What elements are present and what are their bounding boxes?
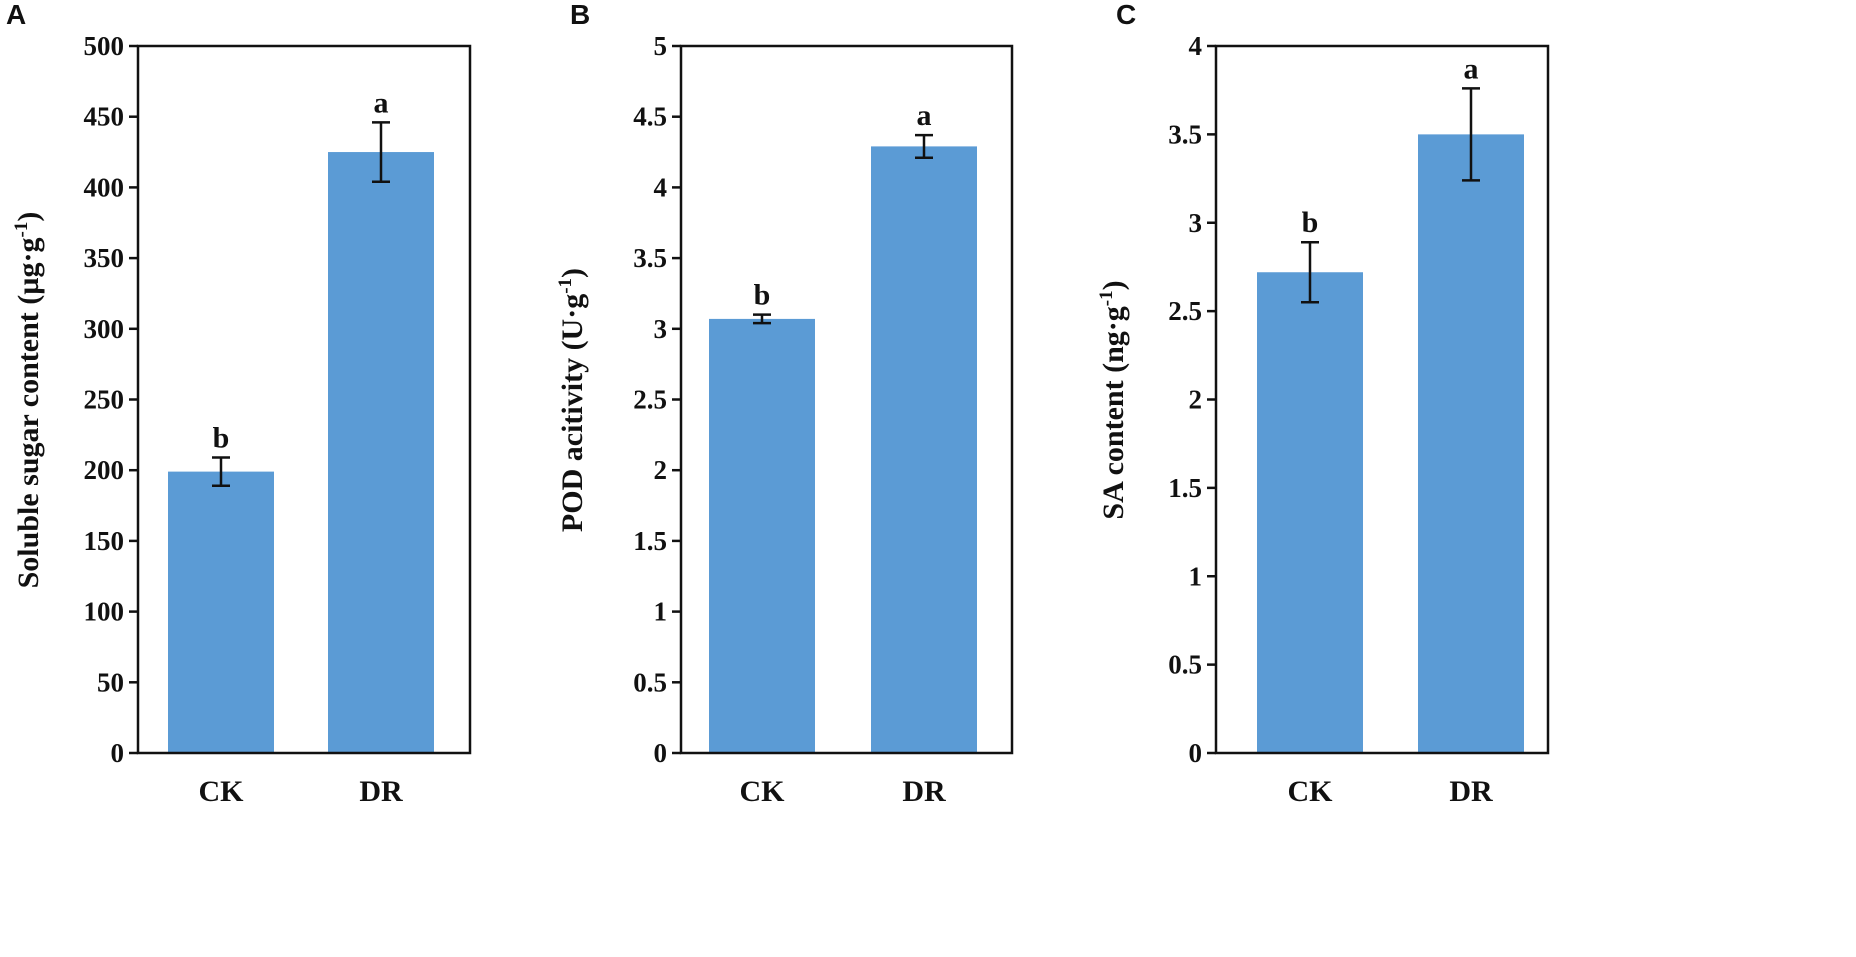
y-tick-label: 2.5 <box>1168 296 1202 326</box>
y-tick-label: 4 <box>654 172 668 202</box>
y-tick-label: 350 <box>84 243 125 273</box>
significance-label: b <box>213 421 230 454</box>
y-tick-label: 0 <box>1189 738 1203 768</box>
panel-b: B POD acitivity (U·g-1) b a 0 0.5 1 1.5 2 2.5 3 3… <box>555 0 1014 808</box>
y-tick-label: 2 <box>654 455 668 485</box>
y-tick-label: 300 <box>84 314 125 344</box>
y-tick-label: 3.5 <box>1168 119 1202 149</box>
significance-label: b <box>754 279 771 312</box>
y-tick-label: 250 <box>84 385 125 415</box>
panel-c: C SA content (ng·g-1) b a 0 0.5 1 1.5 2 2.5 3 3.5… <box>1096 0 1550 808</box>
panel-letter-b: B <box>570 0 590 30</box>
y-tick-label: 500 <box>84 31 125 61</box>
x-category-label: CK <box>1288 775 1334 808</box>
y-axis-title-c: SA content (ng·g-1) <box>1096 280 1130 519</box>
x-category-label: DR <box>359 775 403 808</box>
bar-dr <box>328 152 434 754</box>
significance-label: a <box>1464 52 1479 85</box>
bar-ck <box>168 471 274 753</box>
panel-a: A Soluble sugar content (µg·g-1) b a 0 50 10… <box>6 0 472 808</box>
y-tick-label: 4 <box>1189 31 1203 61</box>
bar-dr <box>1418 134 1524 753</box>
y-tick-label: 0 <box>111 738 125 768</box>
y-tick-label: 4.5 <box>633 102 667 132</box>
x-category-label: DR <box>902 775 946 808</box>
y-tick-label: 5 <box>654 31 668 61</box>
y-tick-label: 3.5 <box>633 243 667 273</box>
bar-ck <box>709 318 815 753</box>
y-axis-title-b: POD acitivity (U·g-1) <box>555 268 589 532</box>
x-category-label: DR <box>1449 775 1493 808</box>
y-tick-label: 1 <box>1189 561 1203 591</box>
panel-letter-a: A <box>6 0 26 30</box>
y-tick-label: 0 <box>654 738 668 768</box>
y-tick-label: 200 <box>84 455 125 485</box>
y-tick-label: 450 <box>84 102 125 132</box>
y-tick-label: 400 <box>84 172 125 202</box>
y-tick-label: 0.5 <box>633 667 667 697</box>
y-tick-label: 0.5 <box>1168 650 1202 680</box>
y-tick-label: 1.5 <box>633 526 667 556</box>
y-tick-label: 150 <box>84 526 125 556</box>
y-axis-title-a: Soluble sugar content (µg·g-1) <box>11 212 45 589</box>
panel-letter-c: C <box>1116 0 1136 30</box>
y-tick-label: 50 <box>97 667 124 697</box>
y-tick-label: 3 <box>1189 208 1203 238</box>
bar-ck <box>1257 272 1363 753</box>
x-category-label: CK <box>740 775 786 808</box>
y-tick-label: 1 <box>654 597 668 627</box>
significance-label: b <box>1302 206 1319 239</box>
y-tick-label: 2.5 <box>633 385 667 415</box>
significance-label: a <box>374 86 389 119</box>
y-tick-label: 2 <box>1189 385 1203 415</box>
x-category-label: CK <box>199 775 245 808</box>
significance-label: a <box>917 99 932 132</box>
y-tick-label: 3 <box>654 314 668 344</box>
y-tick-label: 1.5 <box>1168 473 1202 503</box>
bar-dr <box>871 146 977 754</box>
y-tick-label: 100 <box>84 597 125 627</box>
